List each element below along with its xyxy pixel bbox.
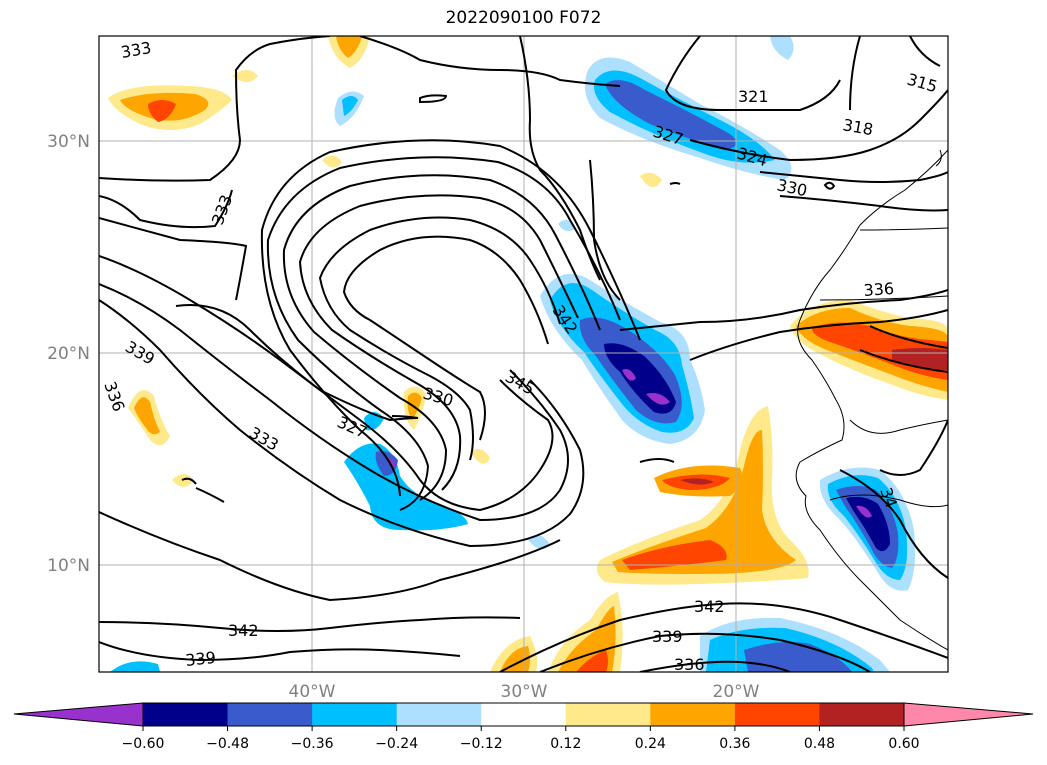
colorbar-extend-min <box>14 703 143 726</box>
colorbar-tick-label: −0.12 <box>460 736 503 752</box>
colorbar-cell <box>650 703 736 726</box>
colorbar-tick-label: 0.12 <box>550 736 581 752</box>
colorbar-cell <box>734 703 820 726</box>
colorbar-cell <box>819 703 905 726</box>
lat-label-10n: 10°N <box>47 556 90 576</box>
map-title: 2022090100 F072 <box>445 8 602 28</box>
contour-label: 342 <box>694 597 725 616</box>
colorbar-tick-label: −0.60 <box>122 736 165 752</box>
contour-label: 336 <box>863 279 895 300</box>
colorbar-tick-label: 0.48 <box>804 736 835 752</box>
colorbar-cell <box>396 703 482 726</box>
colorbar-cell <box>143 703 229 726</box>
colorbar-extend-max <box>904 703 1033 726</box>
colorbar-cell <box>481 703 567 726</box>
colorbar-border <box>142 702 905 727</box>
contour-label: 339 <box>652 627 683 646</box>
colorbar-tick-label: −0.48 <box>206 736 249 752</box>
contour-label: 342 <box>228 621 259 640</box>
colorbar-cell <box>565 703 651 726</box>
lon-label-30w: 30°W <box>501 682 548 702</box>
contour-label: 336 <box>674 655 705 674</box>
colorbar-tick-label: −0.36 <box>291 736 334 752</box>
colorbar-tick-label: 0.60 <box>888 736 919 752</box>
colorbar-cell <box>312 703 398 726</box>
plot-border <box>98 35 949 673</box>
contour-label: 321 <box>738 87 769 106</box>
latitude-labels: 30°N 20°N 10°N <box>47 132 90 576</box>
colorbar: −0.60 −0.48 −0.36 −0.24 −0.12 0.12 0.24 0.36 0.4… <box>13 702 1034 752</box>
lon-label-40w: 40°W <box>289 682 336 702</box>
lat-label-30n: 30°N <box>47 132 90 152</box>
colorbar-tick-label: 0.24 <box>635 736 666 752</box>
coastlines <box>795 149 948 651</box>
contour-lines <box>99 36 948 672</box>
shading-layer <box>108 36 948 672</box>
contour-label: 339 <box>184 648 216 670</box>
lon-label-20w: 20°W <box>713 682 760 702</box>
colorbar-tick-label: 0.36 <box>719 736 750 752</box>
colorbar-tick-label: −0.24 <box>375 736 418 752</box>
colorbar-cell <box>227 703 313 726</box>
longitude-labels: 40°W 30°W 20°W <box>289 682 760 702</box>
lat-label-20n: 20°N <box>47 344 90 364</box>
